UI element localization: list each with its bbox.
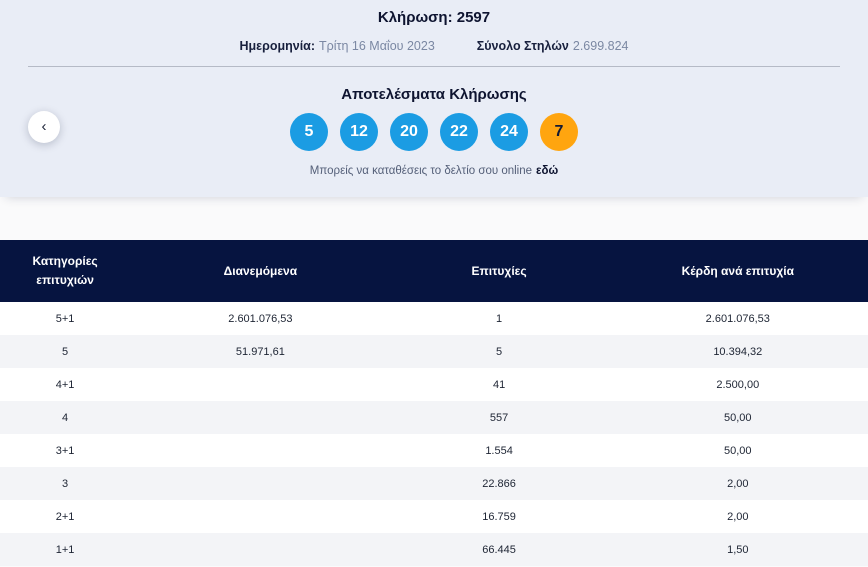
number-ball: 12 xyxy=(340,113,378,151)
distributed-cell xyxy=(130,368,390,401)
carousel-prev-button[interactable]: ‹ xyxy=(28,111,60,143)
col-header-categories: Κατηγορίες επιτυχιών xyxy=(0,240,131,302)
prize-cell: 50,00 xyxy=(724,411,752,424)
number-ball: 22 xyxy=(440,113,478,151)
prize-cell: 2,00 xyxy=(727,477,749,490)
online-here-link[interactable]: εδώ xyxy=(536,165,559,177)
winners-cell: 22.866 xyxy=(482,477,516,490)
category-cell: 3+1 xyxy=(55,444,75,457)
category-cell: 1+1 xyxy=(55,543,75,556)
table-row: 4 557 50,00 xyxy=(0,401,868,434)
draw-meta: Ημερομηνία: Τρίτη 16 Μαΐου 2023 Σύνολο Στ… xyxy=(0,39,868,53)
draw-number: 2597 xyxy=(456,9,491,26)
prize-cell: 50,00 xyxy=(724,444,752,457)
table-row: 3 22.866 2,00 xyxy=(0,467,868,500)
bonus-number-ball: 7 xyxy=(540,113,578,151)
number-ball: 5 xyxy=(290,113,328,151)
online-text: Μπορείς να καταθέσεις το δελτίο σου onli… xyxy=(309,165,533,177)
prize-cell: 2,00 xyxy=(727,510,749,523)
winning-numbers: 5 12 20 22 24 7 xyxy=(0,113,868,151)
draw-label: Κλήρωση: xyxy=(377,9,453,26)
prize-cell: 2.601.076,53 xyxy=(705,312,770,325)
total-columns-value: 2.699.824 xyxy=(572,39,629,53)
category-cell: 5+1 xyxy=(55,312,75,325)
prize-table: Κατηγορίες επιτυχιών Διανεμόμενα Επιτυχί… xyxy=(0,240,868,566)
total-columns: Σύνολο Στηλών 2.699.824 xyxy=(477,39,629,53)
distributed-cell xyxy=(130,500,390,533)
prize-table-head: Κατηγορίες επιτυχιών Διανεμόμενα Επιτυχί… xyxy=(0,240,868,302)
header-divider xyxy=(28,66,840,67)
prize-cell: 10.394,32 xyxy=(713,345,763,358)
chevron-left-icon: ‹ xyxy=(41,117,47,135)
distributed-cell xyxy=(130,533,390,566)
col-header-winners: Επιτυχίες xyxy=(390,240,608,302)
table-row: 5+1 2.601.076,53 1 2.601.076,53 xyxy=(0,302,868,335)
prize-cell: 2.500,00 xyxy=(716,378,760,391)
prize-cell: 1,50 xyxy=(727,543,749,556)
distributed-cell xyxy=(130,467,390,500)
distributed-cell: 51.971,61 xyxy=(235,345,285,358)
table-row: 2+1 16.759 2,00 xyxy=(0,500,868,533)
prize-table-section: Κατηγορίες επιτυχιών Διανεμόμενα Επιτυχί… xyxy=(0,240,868,566)
prize-table-body: 5+1 2.601.076,53 1 2.601.076,53 5 51.971,61 5 1… xyxy=(0,302,868,566)
winners-cell: 16.759 xyxy=(482,510,516,523)
table-row: 1+1 66.445 1,50 xyxy=(0,533,868,566)
winners-cell: 66.445 xyxy=(482,543,516,556)
table-row: 3+1 1.554 50,00 xyxy=(0,434,868,467)
table-row: 5 51.971,61 5 10.394,32 xyxy=(0,335,868,368)
number-ball: 24 xyxy=(490,113,528,151)
winners-cell: 1 xyxy=(496,312,503,325)
category-cell: 4+1 xyxy=(55,378,75,391)
table-row: 4+1 41 2.500,00 xyxy=(0,368,868,401)
col-header-distributed: Διανεμόμενα xyxy=(130,240,391,302)
distributed-cell: 2.601.076,53 xyxy=(228,312,293,325)
category-cell: 3 xyxy=(62,477,69,490)
winners-cell: 1.554 xyxy=(485,444,513,457)
total-columns-label: Σύνολο Στηλών xyxy=(476,39,569,53)
winners-cell: 5 xyxy=(496,345,503,358)
draw-header-section: Κλήρωση: 2597 Ημερομηνία: Τρίτη 16 Μαΐου … xyxy=(0,0,868,197)
category-cell: 5 xyxy=(62,345,69,358)
date-value: Τρίτη 16 Μαΐου 2023 xyxy=(319,39,435,53)
col-header-prize-per-win: Κέρδη ανά επιτυχία xyxy=(607,240,868,302)
distributed-cell xyxy=(130,434,390,467)
draw-date: Ημερομηνία: Τρίτη 16 Μαΐου 2023 xyxy=(240,39,435,53)
category-cell: 2+1 xyxy=(55,510,75,523)
results-title: Αποτελέσματα Κλήρωσης xyxy=(341,86,527,103)
online-deposit-text: Μπορείς να καταθέσεις το δελτίο σου onli… xyxy=(0,165,868,177)
winners-cell: 557 xyxy=(489,411,509,424)
number-ball: 20 xyxy=(390,113,428,151)
category-cell: 4 xyxy=(62,411,69,424)
winners-cell: 41 xyxy=(492,378,506,391)
date-label: Ημερομηνία: xyxy=(239,39,316,53)
distributed-cell xyxy=(130,401,390,434)
draw-title: Κλήρωση: 2597 xyxy=(0,0,868,26)
